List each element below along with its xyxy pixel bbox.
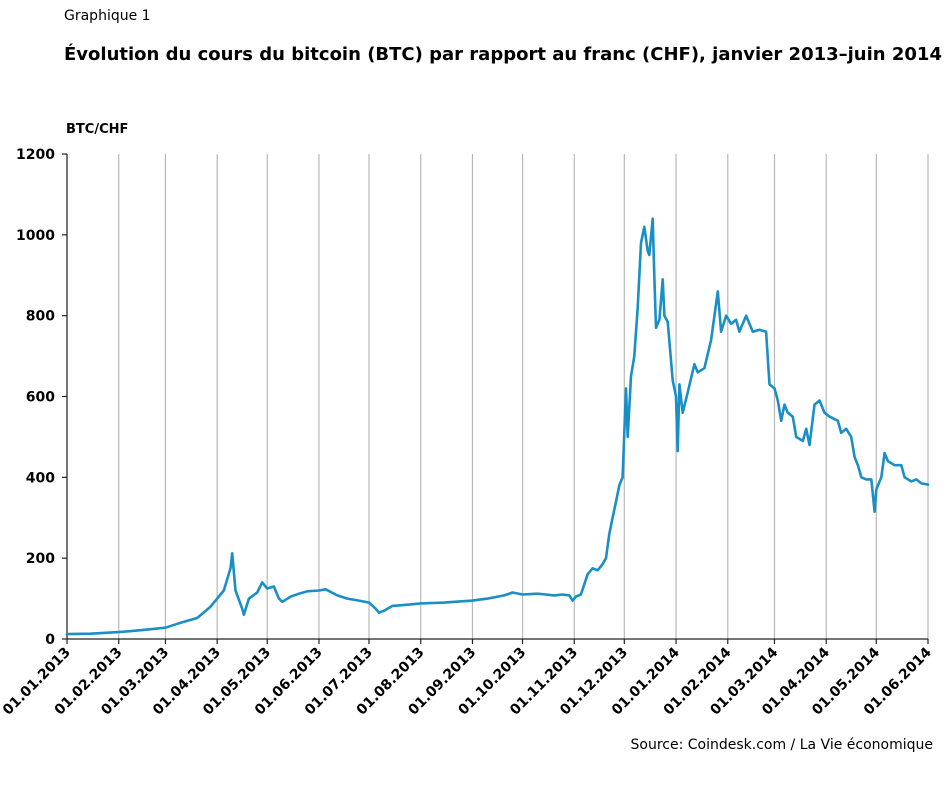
y-tick-label: 800 — [26, 309, 55, 325]
btc-chf-series-line — [65, 217, 930, 636]
axes — [62, 153, 929, 644]
y-tick-label: 1200 — [16, 147, 55, 163]
figure-label: Graphique 1 — [64, 8, 151, 24]
x-tick-labels: 01.01.201301.02.201301.03.201301.04.2013… — [0, 644, 935, 718]
y-tick-label: 400 — [26, 470, 55, 486]
y-axis-unit: BTC/CHF — [66, 122, 129, 137]
source-note: Source: Coindesk.com / La Vie économique — [630, 737, 934, 753]
chart-title: Évolution du cours du bitcoin (BTC) par … — [64, 44, 942, 65]
y-tick-label: 0 — [45, 632, 55, 648]
series-layer — [65, 217, 930, 636]
grid-lines — [66, 154, 929, 639]
y-tick-label: 1000 — [16, 228, 55, 244]
y-tick-label: 200 — [26, 551, 55, 567]
y-tick-label: 600 — [26, 390, 55, 406]
y-tick-labels: 0 200 400 600 800 1000 1200 — [16, 147, 55, 648]
